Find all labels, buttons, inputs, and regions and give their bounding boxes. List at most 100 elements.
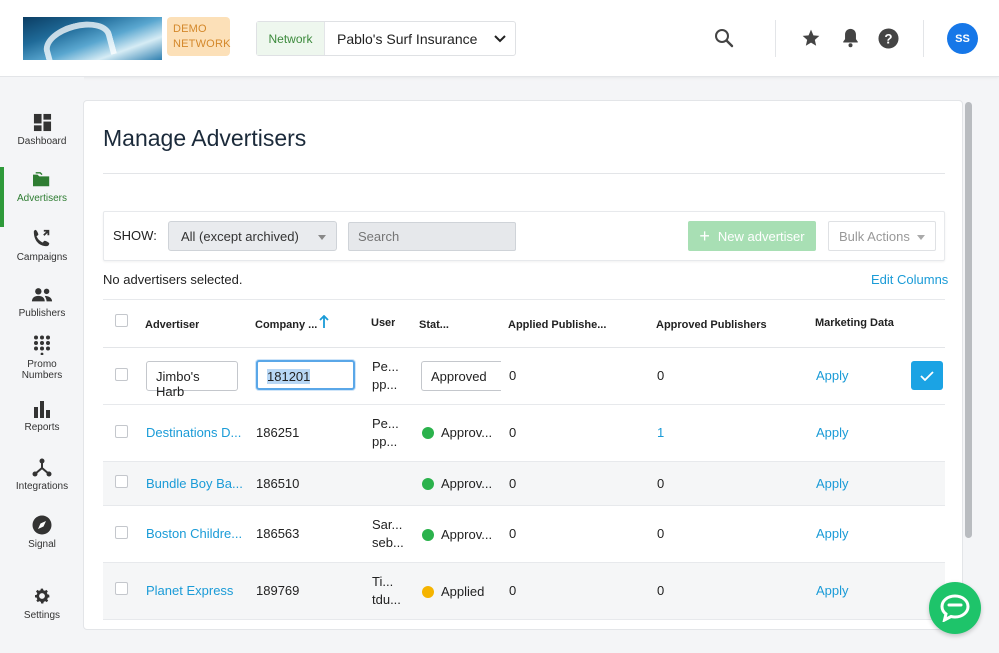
table-row[interactable]: Boston Childre... 186563 Sar... seb... A… — [103, 506, 945, 563]
user-name: Pe... — [372, 416, 399, 431]
divider — [103, 173, 945, 174]
check-icon — [920, 370, 934, 381]
table-row[interactable]: Planet Express 189769 Ti... tdu... Appli… — [103, 563, 945, 620]
sidebar-item-label: Publishers — [18, 308, 66, 319]
apply-marketing-link[interactable]: Apply — [816, 368, 849, 383]
search-icon[interactable] — [713, 27, 735, 49]
avatar[interactable]: SS — [947, 23, 978, 54]
sidebar-item-label: Campaigns — [16, 252, 68, 263]
company-id-field[interactable]: 181201 — [256, 360, 355, 390]
sidebar-item-advertisers[interactable]: Advertisers — [0, 167, 84, 227]
show-label: SHOW: — [113, 228, 157, 243]
column-header-company[interactable]: Company ... — [255, 319, 317, 331]
advertiser-name-value: Jimbo's Harb — [156, 369, 200, 399]
status-badge: Approv... — [422, 527, 492, 542]
table-row[interactable]: Destinations D... 186251 Pe... pp... App… — [103, 405, 945, 462]
row-checkbox[interactable] — [115, 425, 128, 438]
sidebar-item-promo-numbers[interactable]: Promo Numbers — [0, 335, 84, 391]
user-cell: Pe... pp... — [372, 358, 399, 394]
help-icon[interactable]: ? — [877, 27, 899, 49]
status-text: Approv... — [441, 476, 493, 491]
sidebar-item-integrations[interactable]: Integrations — [0, 458, 84, 514]
row-checkbox[interactable] — [115, 475, 128, 488]
sidebar-item-campaigns[interactable]: Campaigns — [0, 228, 84, 284]
demo-badge-line1: DEMO — [173, 23, 207, 35]
bar-chart-icon — [34, 401, 50, 418]
column-header-status[interactable]: Stat... — [419, 319, 449, 331]
approved-publishers-count: 0 — [657, 368, 665, 383]
apply-marketing-link[interactable]: Apply — [816, 526, 849, 541]
demo-badge-line2: NETWORK — [173, 38, 231, 50]
filter-toolbar: SHOW: All (except archived) + New advert… — [103, 211, 945, 261]
sidebar-item-dashboard[interactable]: Dashboard — [0, 113, 84, 169]
table-row[interactable]: Jimbo's Harb 181201 Pe... pp... Approved… — [103, 348, 945, 405]
sidebar: Dashboard Advertisers Campaigns Publishe… — [0, 77, 84, 653]
apply-marketing-link[interactable]: Apply — [816, 476, 849, 491]
advertiser-name-link[interactable]: Planet Express — [146, 583, 234, 598]
approved-publishers-link[interactable]: 1 — [657, 425, 665, 440]
caret-down-icon — [318, 235, 326, 240]
top-bar: DEMO NETWORK Network Pablo's Surf Insura… — [0, 0, 999, 77]
column-header-company-label: Company ... — [255, 319, 318, 331]
apply-marketing-link[interactable]: Apply — [816, 583, 849, 598]
compass-icon — [32, 515, 52, 535]
divider — [923, 20, 924, 57]
applied-publishers-count: 0 — [509, 583, 517, 598]
advertiser-name-field[interactable]: Jimbo's Harb — [146, 361, 238, 399]
phone-forward-icon — [33, 229, 50, 247]
selection-status: No advertisers selected. — [103, 272, 243, 287]
column-header-applied-publishers[interactable]: Applied Publishe... — [508, 319, 607, 331]
table-row[interactable]: Bundle Boy Ba... 186510 Approv... 0 0 Ap… — [103, 462, 945, 506]
dialpad-icon — [34, 335, 50, 355]
approved-publishers-count: 0 — [657, 526, 665, 541]
row-checkbox[interactable] — [115, 582, 128, 595]
search-input[interactable] — [348, 222, 516, 251]
edit-columns-link[interactable]: Edit Columns — [871, 272, 949, 287]
divider — [775, 20, 776, 57]
hub-icon — [32, 458, 52, 477]
status-badge: Approv... — [422, 476, 492, 491]
sidebar-item-reports[interactable]: Reports — [0, 400, 84, 456]
network-selector[interactable]: Network Pablo's Surf Insurance — [256, 21, 516, 56]
user-email: pp... — [372, 377, 398, 392]
user-cell: Sar... seb... — [372, 516, 404, 552]
applied-publishers-count: 0 — [509, 368, 517, 383]
sidebar-item-label: Promo — [27, 359, 57, 370]
sidebar-item-label: Settings — [23, 610, 61, 621]
sidebar-item-signal[interactable]: Signal — [0, 515, 84, 571]
star-icon[interactable] — [800, 27, 822, 49]
row-checkbox[interactable] — [115, 526, 128, 539]
status-select[interactable]: Approved — [421, 361, 501, 391]
sidebar-item-publishers[interactable]: Publishers — [0, 286, 84, 342]
advertiser-name-link[interactable]: Boston Childre... — [146, 526, 243, 541]
column-header-marketing-data[interactable]: Marketing Data — [815, 317, 894, 329]
applied-publishers-count: 0 — [509, 476, 517, 491]
column-header-advertiser[interactable]: Advertiser — [145, 319, 200, 331]
page-title: Manage Advertisers — [103, 125, 307, 151]
svg-text:?: ? — [884, 31, 892, 46]
bell-icon[interactable] — [839, 27, 861, 49]
sidebar-item-settings[interactable]: Settings — [0, 586, 84, 642]
user-cell: Ti... tdu... — [372, 573, 401, 609]
row-checkbox[interactable] — [115, 368, 128, 381]
chat-launcher-button[interactable] — [929, 582, 981, 634]
sort-ascending-icon[interactable] — [319, 315, 329, 332]
show-filter-select[interactable]: All (except archived) — [168, 221, 337, 251]
column-header-user[interactable]: User — [371, 317, 396, 329]
save-row-button[interactable] — [911, 361, 943, 390]
apply-marketing-link[interactable]: Apply — [816, 425, 849, 440]
gear-icon — [35, 588, 50, 604]
advertiser-name-link[interactable]: Bundle Boy Ba... — [146, 476, 243, 491]
vertical-scrollbar[interactable] — [962, 100, 974, 630]
select-all-checkbox[interactable] — [115, 314, 128, 327]
brand-logo[interactable] — [23, 17, 162, 60]
network-label: Network — [257, 22, 325, 55]
new-advertiser-button[interactable]: + New advertiser — [688, 221, 816, 251]
scrollbar-thumb[interactable] — [965, 102, 972, 538]
advertiser-name-link[interactable]: Destinations D... — [146, 425, 242, 440]
approved-publishers-count: 0 — [657, 583, 665, 598]
bulk-actions-button[interactable]: Bulk Actions — [828, 221, 936, 251]
column-header-approved-publishers[interactable]: Approved Publishers — [656, 319, 767, 331]
advertisers-table: Advertiser Company ... User Stat... Appl… — [103, 299, 945, 620]
company-id: 186251 — [256, 425, 300, 440]
